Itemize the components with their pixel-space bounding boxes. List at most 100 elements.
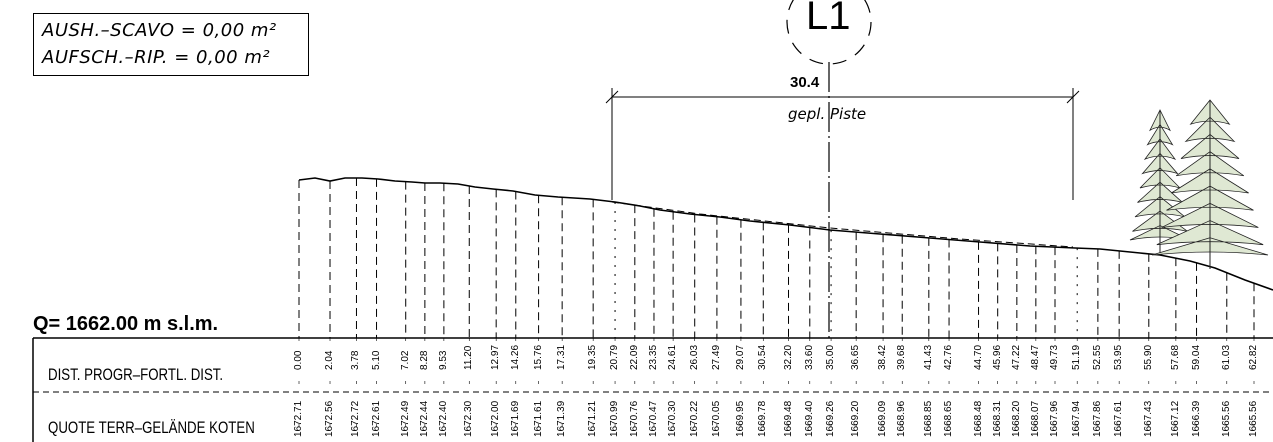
terrain-profile <box>298 177 1273 291</box>
elevation-value: 1672.71 <box>293 400 304 437</box>
distance-value: 42.76 <box>943 344 955 370</box>
elevation-value: 1670.30 <box>667 400 679 437</box>
distance-value: 30.54 <box>757 344 769 370</box>
distance-value: 20.79 <box>609 344 621 370</box>
distance-value: 22.09 <box>628 344 640 370</box>
elevation-value: 1668.31 <box>991 400 1003 437</box>
distance-value: 24.61 <box>667 344 679 370</box>
elevation-value: 1672.30 <box>463 400 475 437</box>
elevation-value: 1670.05 <box>710 400 722 437</box>
distance-value: 48.47 <box>1029 344 1041 370</box>
section-marker <box>786 0 872 65</box>
reference-level-label: Q= 1662.00 m s.l.m. <box>33 313 219 335</box>
elevation-value: 1665.56 <box>1220 400 1232 437</box>
elevation-row-label: QUOTE TERR–GELÄNDE KOTEN <box>48 418 255 437</box>
piste-dimension <box>605 88 1080 200</box>
elevation-value: 1668.20 <box>1010 400 1022 437</box>
elevation-value: 1670.76 <box>628 400 640 437</box>
elevation-value: 1670.99 <box>609 400 621 437</box>
distance-row-label: DIST. PROGR–FORTL. DIST. <box>48 365 224 384</box>
elevation-value: 1669.95 <box>734 400 746 437</box>
elevation-value: 1670.47 <box>647 400 659 437</box>
elevation-value: 1672.49 <box>399 400 411 437</box>
distance-value: 55.90 <box>1142 344 1154 370</box>
planned-piste-line <box>611 201 1074 248</box>
distance-value: 12.97 <box>490 344 502 370</box>
distance-value: 61.03 <box>1220 344 1232 370</box>
elevation-value: 1668.48 <box>972 400 984 437</box>
distance-value: 41.43 <box>922 344 934 370</box>
elevation-value: 1668.96 <box>896 400 908 437</box>
distance-value: 47.22 <box>1010 344 1022 370</box>
distance-value: 57.68 <box>1169 344 1181 370</box>
elevation-value: 1665.56 <box>1248 400 1259 437</box>
distance-value: 38.42 <box>877 344 889 370</box>
distance-value: 2.04 <box>324 350 335 370</box>
elevation-value: 1669.48 <box>782 400 794 437</box>
distance-value: 26.03 <box>688 344 700 370</box>
distance-value: 53.95 <box>1113 344 1125 370</box>
area-summary-box: AUSH.–SCAVO = 0,00 m² AUFSCH.–RIP. = 0,0… <box>33 13 309 76</box>
distance-value: 44.70 <box>972 344 984 370</box>
elevation-value: 1669.26 <box>825 400 837 437</box>
distance-value: 17.31 <box>556 344 568 370</box>
elevation-value: 1668.07 <box>1029 400 1041 437</box>
distance-value: 11.20 <box>463 345 475 370</box>
table-frame <box>32 337 1273 442</box>
distance-value: 5.10 <box>370 350 382 370</box>
distance-value: 19.35 <box>587 344 599 370</box>
elevation-value: 1668.65 <box>943 400 955 437</box>
elevation-value: 1671.39 <box>556 400 568 437</box>
elevation-value: 1672.00 <box>490 400 502 437</box>
distance-value: 62.82 <box>1248 344 1259 370</box>
elevation-value: 1669.20 <box>850 400 862 437</box>
elevation-value: 1672.40 <box>437 400 449 437</box>
distance-value: 7.02 <box>399 350 411 370</box>
elevation-value: 1669.40 <box>803 400 815 437</box>
distance-value: 14.26 <box>509 344 521 370</box>
tree-right <box>1151 99 1269 269</box>
distance-value: 59.04 <box>1190 344 1202 370</box>
distance-value: 23.35 <box>647 344 659 370</box>
elevation-value: 1667.96 <box>1049 400 1060 437</box>
distance-value: 9.53 <box>437 350 449 370</box>
distance-value: 49.73 <box>1049 344 1060 370</box>
elevation-value: 1667.61 <box>1113 400 1125 437</box>
distance-value: 51.19 <box>1071 344 1083 370</box>
elevation-value: 1671.61 <box>532 400 544 437</box>
elevation-value: 1671.69 <box>509 400 521 437</box>
distance-value: 8.28 <box>418 350 430 370</box>
distance-value: 36.65 <box>850 344 862 370</box>
distance-value: 15.76 <box>532 344 544 370</box>
trees <box>1129 99 1269 269</box>
elevation-value: 1667.43 <box>1142 400 1154 437</box>
fill-area-text: AUFSCH.–RIP. = 0,00 m² <box>42 47 271 68</box>
distance-value: 52.55 <box>1091 344 1103 370</box>
distance-value: 0.00 <box>293 350 304 370</box>
distance-value: 45.96 <box>991 344 1003 370</box>
elevation-value: 1668.85 <box>922 400 934 437</box>
elevation-value: 1672.61 <box>370 400 382 437</box>
distance-value: 33.60 <box>803 344 815 370</box>
elevation-value: 1672.56 <box>324 400 335 437</box>
tree-left <box>1129 109 1191 254</box>
distance-value: 35.00 <box>825 344 837 370</box>
elevation-value: 1671.21 <box>587 400 599 437</box>
distance-value: 3.78 <box>350 350 362 370</box>
distance-value: 39.68 <box>896 344 908 370</box>
section-label: L1 <box>806 0 851 38</box>
elevation-value: 1669.78 <box>757 400 769 437</box>
excavation-area-text: AUSH.–SCAVO = 0,00 m² <box>42 20 277 41</box>
distance-value: 27.49 <box>710 344 722 370</box>
piste-width-label: 30.4 <box>790 74 820 91</box>
elevation-value: 1667.12 <box>1169 400 1181 437</box>
elevation-value: 1666.39 <box>1190 400 1202 437</box>
elevation-value: 1672.72 <box>350 400 362 437</box>
elevation-value: 1672.44 <box>418 400 430 437</box>
distance-value: 32.20 <box>782 344 794 370</box>
elevation-value: 1667.94 <box>1071 400 1083 437</box>
elevation-value: 1667.86 <box>1091 400 1103 437</box>
elevation-value: 1670.22 <box>688 400 700 437</box>
elevation-value: 1669.09 <box>877 400 889 437</box>
